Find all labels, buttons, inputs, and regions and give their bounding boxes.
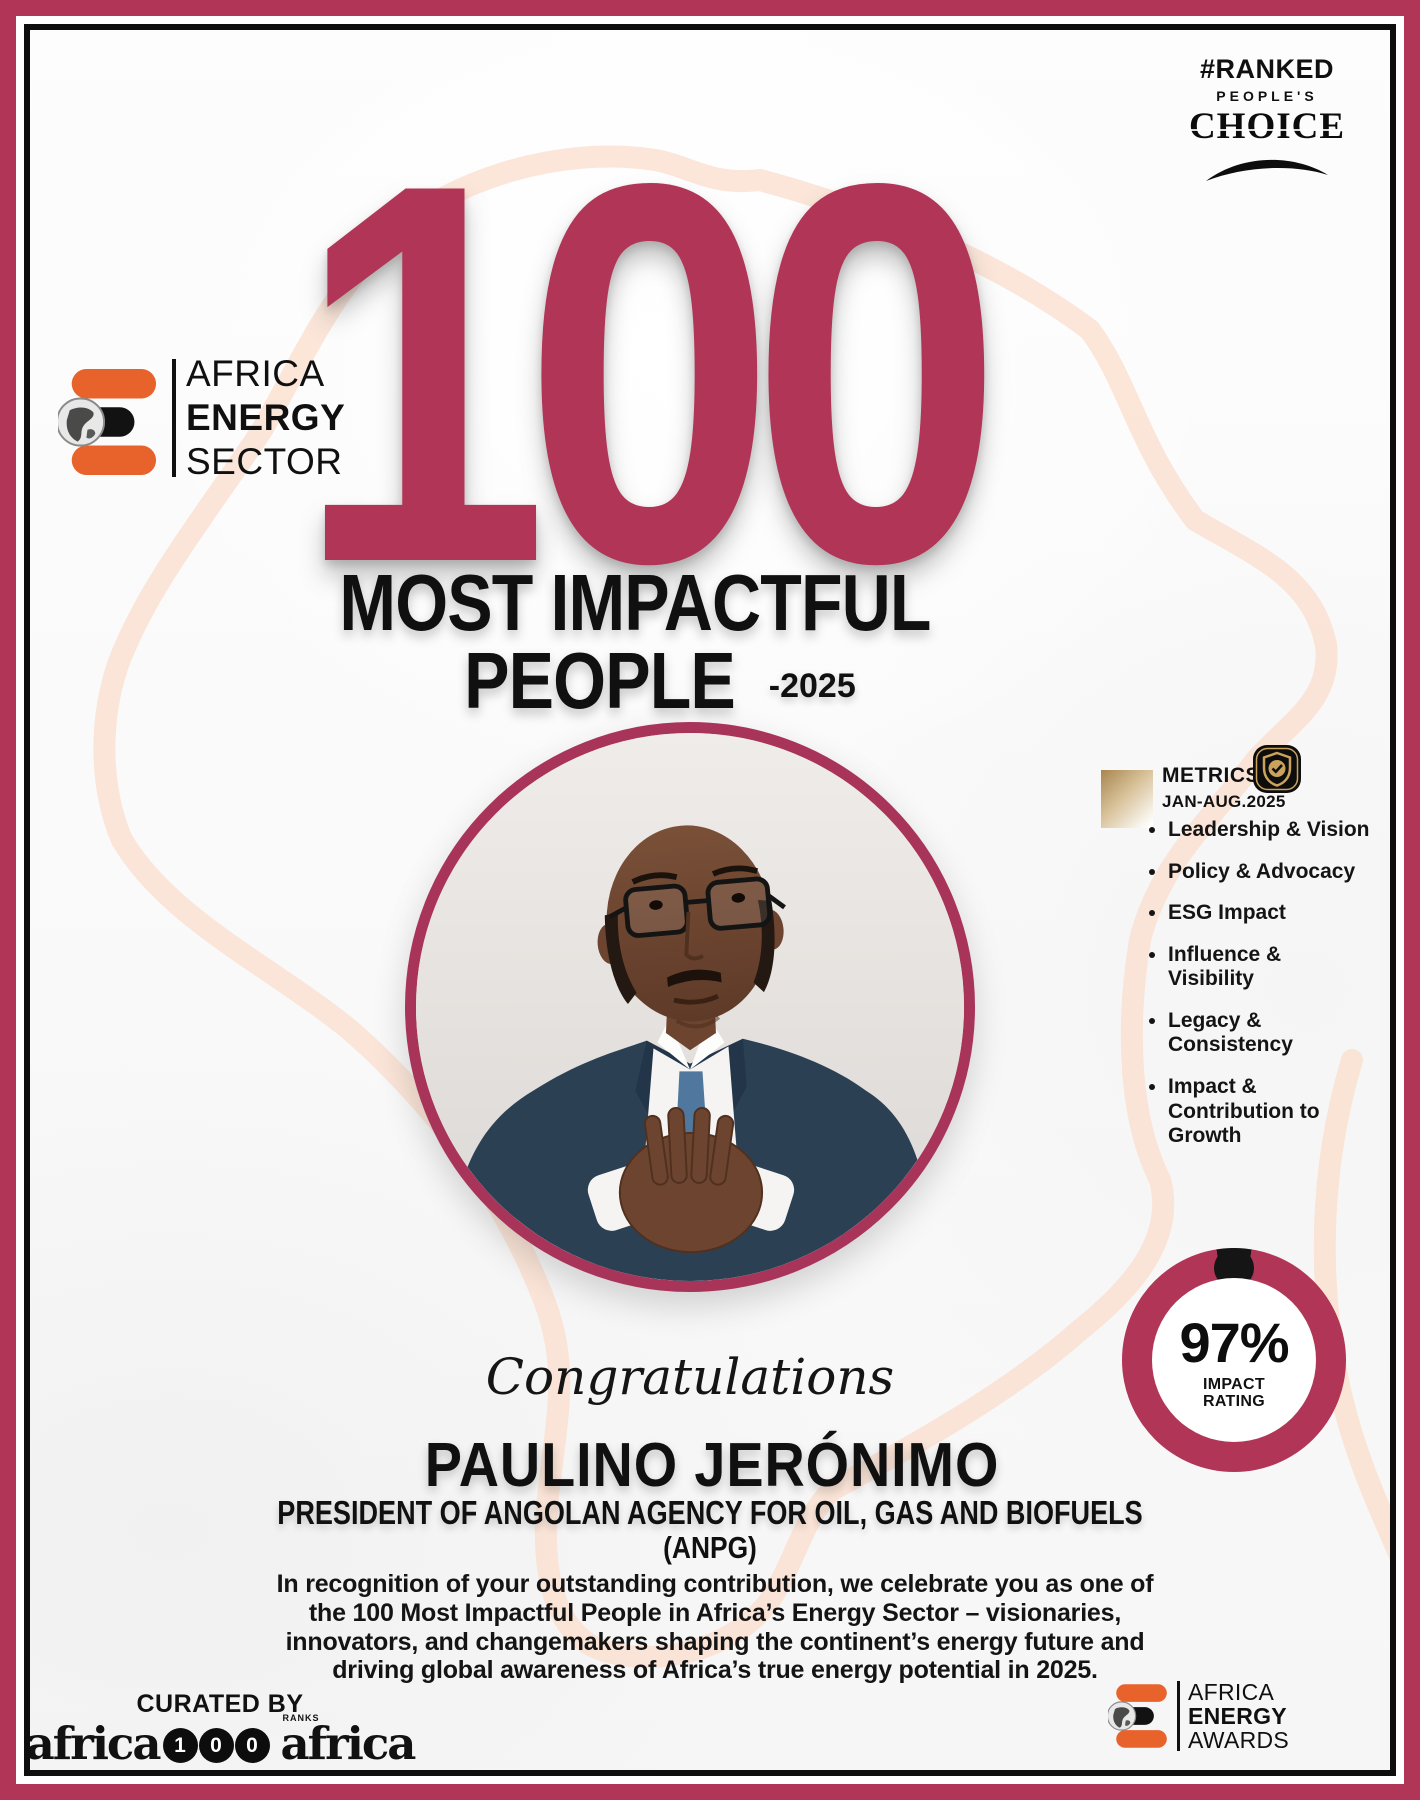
- verified-shield-badge-icon: [1253, 745, 1301, 793]
- globe-icon: [1108, 1701, 1137, 1731]
- africa-energy-awards-logo: AFRICA ENERGY AWARDS: [1108, 1680, 1289, 1752]
- choice-stencil-slit: [1188, 129, 1346, 132]
- ranked-peoples-choice-logo: #RANKED PEOPLE'S CHOICE: [1178, 54, 1356, 184]
- logo-divider: [172, 359, 176, 477]
- recognition-message: In recognition of your outstanding contr…: [276, 1570, 1154, 1685]
- metric-item: Legacy & Consistency: [1168, 1009, 1371, 1058]
- gold-accent-square: [1101, 770, 1153, 828]
- ranked-line2: PEOPLE'S: [1216, 88, 1318, 104]
- awards-logo-line3: AWARDS: [1188, 1727, 1290, 1753]
- awards-logo-mark-icon: [1108, 1684, 1167, 1748]
- aes-logo-line2: ENERGY: [186, 397, 346, 438]
- metric-item: Influence & Visibility: [1168, 943, 1371, 992]
- africa100-digits: 1 0 0: [162, 1728, 270, 1763]
- metrics-heading: METRICS: [1162, 764, 1260, 787]
- metrics-period: JAN-AUG.2025: [1162, 792, 1286, 811]
- portrait-illustration: [416, 733, 964, 1281]
- metric-item: Leadership & Vision: [1168, 818, 1371, 843]
- recipient-org: (ANPG): [663, 1530, 757, 1565]
- aes-logo-line3: SECTOR: [186, 441, 343, 482]
- curated-by-label: CURATED BY: [136, 1690, 304, 1718]
- recipient-title: PRESIDENT OF ANGOLAN AGENCY FOR OIL, GAS…: [277, 1494, 1143, 1531]
- metric-item: ESG Impact: [1168, 901, 1371, 926]
- hero-title-line1: MOST IMPACTFUL: [339, 558, 931, 647]
- congratulations-script: Congratulations: [485, 1348, 895, 1406]
- hero-year: -2025: [768, 667, 856, 705]
- ranked-line3: CHOICE: [1188, 106, 1346, 147]
- africa-energy-sector-logo: AFRICA ENERGY SECTOR: [58, 352, 345, 484]
- portrait-photo: [405, 722, 975, 1292]
- africa100-word2: africa: [280, 1717, 417, 1770]
- impact-rating-label: IMPACT RATING: [1203, 1375, 1265, 1410]
- africa100-word1: africa: [25, 1717, 162, 1770]
- impact-rating-value: 97%: [1179, 1310, 1289, 1374]
- awards-logo-line1: AFRICA: [1188, 1679, 1275, 1705]
- curated-by-block: CURATED BY africa 1 0 0 RANKS africa: [26, 1690, 417, 1766]
- hero-people: PEOPLE: [464, 636, 736, 725]
- metric-item: Policy & Advocacy: [1168, 860, 1371, 885]
- hero-title-line2: PEOPLE -2025: [440, 641, 856, 721]
- metrics-list: Leadership & Vision Policy & Advocacy ES…: [1146, 818, 1371, 1166]
- awards-logo-line2: ENERGY: [1188, 1703, 1287, 1729]
- logo-divider: [1177, 1681, 1180, 1751]
- ranks-label: RANKS: [282, 1713, 320, 1723]
- metrics-header: METRICS JAN-AUG.2025: [1162, 764, 1286, 812]
- metric-item: Impact & Contribution to Growth: [1168, 1075, 1371, 1149]
- ranked-line1: #RANKED: [1199, 54, 1335, 84]
- impact-rating-ring: 97% IMPACT RATING: [1122, 1248, 1346, 1472]
- aes-logo-line1: AFRICA: [186, 353, 325, 394]
- swoosh-icon: [1206, 159, 1328, 181]
- aes-logo-mark-icon: [58, 369, 157, 475]
- africa100-ranks-africa-logo: africa 1 0 0 RANKS africa: [26, 1713, 417, 1766]
- globe-icon: [58, 397, 106, 447]
- hero-number: 100: [296, 72, 1002, 675]
- recipient-name: PAULINO JERÓNIMO: [424, 1431, 1000, 1500]
